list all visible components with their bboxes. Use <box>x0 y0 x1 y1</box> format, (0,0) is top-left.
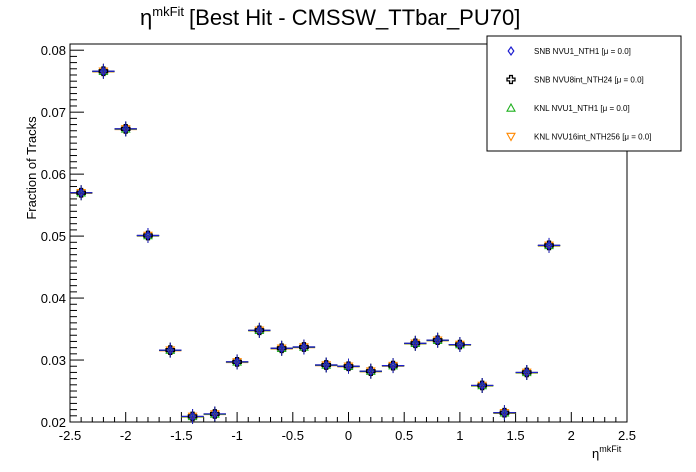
y-axis-title: Fraction of Tracks <box>24 116 39 220</box>
y-axis: 0.02 0.03 0.04 0.05 0.06 0.07 0.08 <box>41 43 84 430</box>
marker-diamond <box>367 366 375 377</box>
marker-diamond <box>411 338 419 349</box>
y-tick-label: 0.03 <box>41 353 66 368</box>
x-tick-label: 1 <box>456 428 463 443</box>
legend-label: KNL NVU1_NTH1 [μ = 0.0] <box>534 104 630 113</box>
data-point <box>203 406 226 422</box>
data-point <box>225 354 249 370</box>
data-point <box>337 358 360 374</box>
x-tick-label: -2 <box>120 428 132 443</box>
legend-entry: KNL NVU1_NTH1 [μ = 0.0] <box>506 102 630 113</box>
data-point <box>248 322 271 338</box>
marker-diamond <box>189 411 197 422</box>
x-axis-title-superscript: mkFit <box>599 444 621 454</box>
data-point <box>92 63 115 79</box>
marker-diamond <box>322 359 330 371</box>
data-point <box>136 228 160 243</box>
marker-diamond <box>523 367 531 378</box>
legend: SNB NVU1_NTH1 [μ = 0.0] SNB NVU8int_NTH24… <box>486 35 682 152</box>
marker-diamond <box>389 360 397 371</box>
y-tick-label: 0.04 <box>41 291 66 306</box>
data-point <box>159 342 182 358</box>
legend-marker-triangle-up <box>506 102 516 112</box>
data-point <box>181 408 204 424</box>
x-tick-label: 0.5 <box>395 428 413 443</box>
data-point <box>270 340 293 356</box>
x-tick-label: 0 <box>345 428 352 443</box>
y-tick-label: 0.07 <box>41 105 66 120</box>
marker-diamond <box>122 123 130 134</box>
marker-diamond <box>344 361 353 372</box>
x-axis-title: ηmkFit <box>592 444 622 461</box>
data-point <box>292 339 316 355</box>
legend-marker-triangle-down <box>506 132 516 142</box>
marker-diamond <box>233 356 241 367</box>
marker-diamond <box>99 66 107 77</box>
legend-entry: SNB NVU1_NTH1 [μ = 0.0] <box>507 45 631 57</box>
marker-diamond <box>300 341 308 353</box>
data-point <box>404 335 427 351</box>
data-point <box>471 378 494 393</box>
legend-entry: SNB NVU8int_NTH24 [μ = 0.0] <box>506 74 644 85</box>
marker-diamond <box>278 343 286 354</box>
legend-marker-diamond <box>507 45 515 57</box>
legend-marker-cross <box>506 74 516 85</box>
x-tick-label: 1.5 <box>507 428 525 443</box>
marker-diamond <box>77 187 85 198</box>
x-tick-label: -1 <box>231 428 243 443</box>
y-tick-label: 0.08 <box>41 43 66 58</box>
y-tick-label: 0.06 <box>41 167 66 182</box>
data-point <box>359 363 382 379</box>
data-points <box>70 63 561 424</box>
legend-entry: KNL NVU16int_NTH256 [μ = 0.0] <box>506 132 651 142</box>
title-symbol: η <box>140 5 152 30</box>
marker-diamond <box>166 345 174 356</box>
x-tick-label: 2 <box>568 428 575 443</box>
x-tick-label: -0.5 <box>282 428 304 443</box>
title-superscript: mkFit <box>152 4 184 19</box>
legend-label: SNB NVU1_NTH1 [μ = 0.0] <box>534 47 631 56</box>
data-point <box>537 237 561 253</box>
x-tick-label: -1.5 <box>170 428 192 443</box>
legend-box <box>486 35 682 152</box>
data-point <box>493 405 516 421</box>
marker-diamond <box>545 240 553 251</box>
legend-label: KNL NVU16int_NTH256 [μ = 0.0] <box>534 133 651 142</box>
data-point <box>381 358 405 374</box>
marker-diamond <box>211 408 219 419</box>
data-point <box>426 332 449 348</box>
legend-label: SNB NVU8int_NTH24 [μ = 0.0] <box>534 76 644 85</box>
data-point <box>70 185 93 201</box>
marker-diamond <box>456 339 464 350</box>
data-point <box>114 121 137 137</box>
x-tick-label: -2.5 <box>59 428 81 443</box>
x-tick-label: 2.5 <box>618 428 636 443</box>
y-tick-label: 0.05 <box>41 229 66 244</box>
y-tick-label: 0.02 <box>41 415 66 430</box>
x-axis-title-symbol: η <box>592 446 599 461</box>
title-text: [Best Hit - CMSSW_TTbar_PU70] <box>189 5 520 30</box>
data-point <box>315 357 338 373</box>
marker-diamond <box>255 325 263 336</box>
x-axis: -2.5 -2 -1.5 -1 -0.5 0 0.5 1 1.5 2 2.5 <box>59 412 636 443</box>
chart-title: ηmkFit [Best Hit - CMSSW_TTbar_PU70] <box>140 4 520 30</box>
marker-diamond <box>500 407 508 418</box>
data-point <box>448 337 472 352</box>
data-point <box>515 364 538 380</box>
marker-diamond <box>434 335 442 346</box>
marker-diamond <box>144 230 152 241</box>
marker-diamond <box>478 380 486 391</box>
